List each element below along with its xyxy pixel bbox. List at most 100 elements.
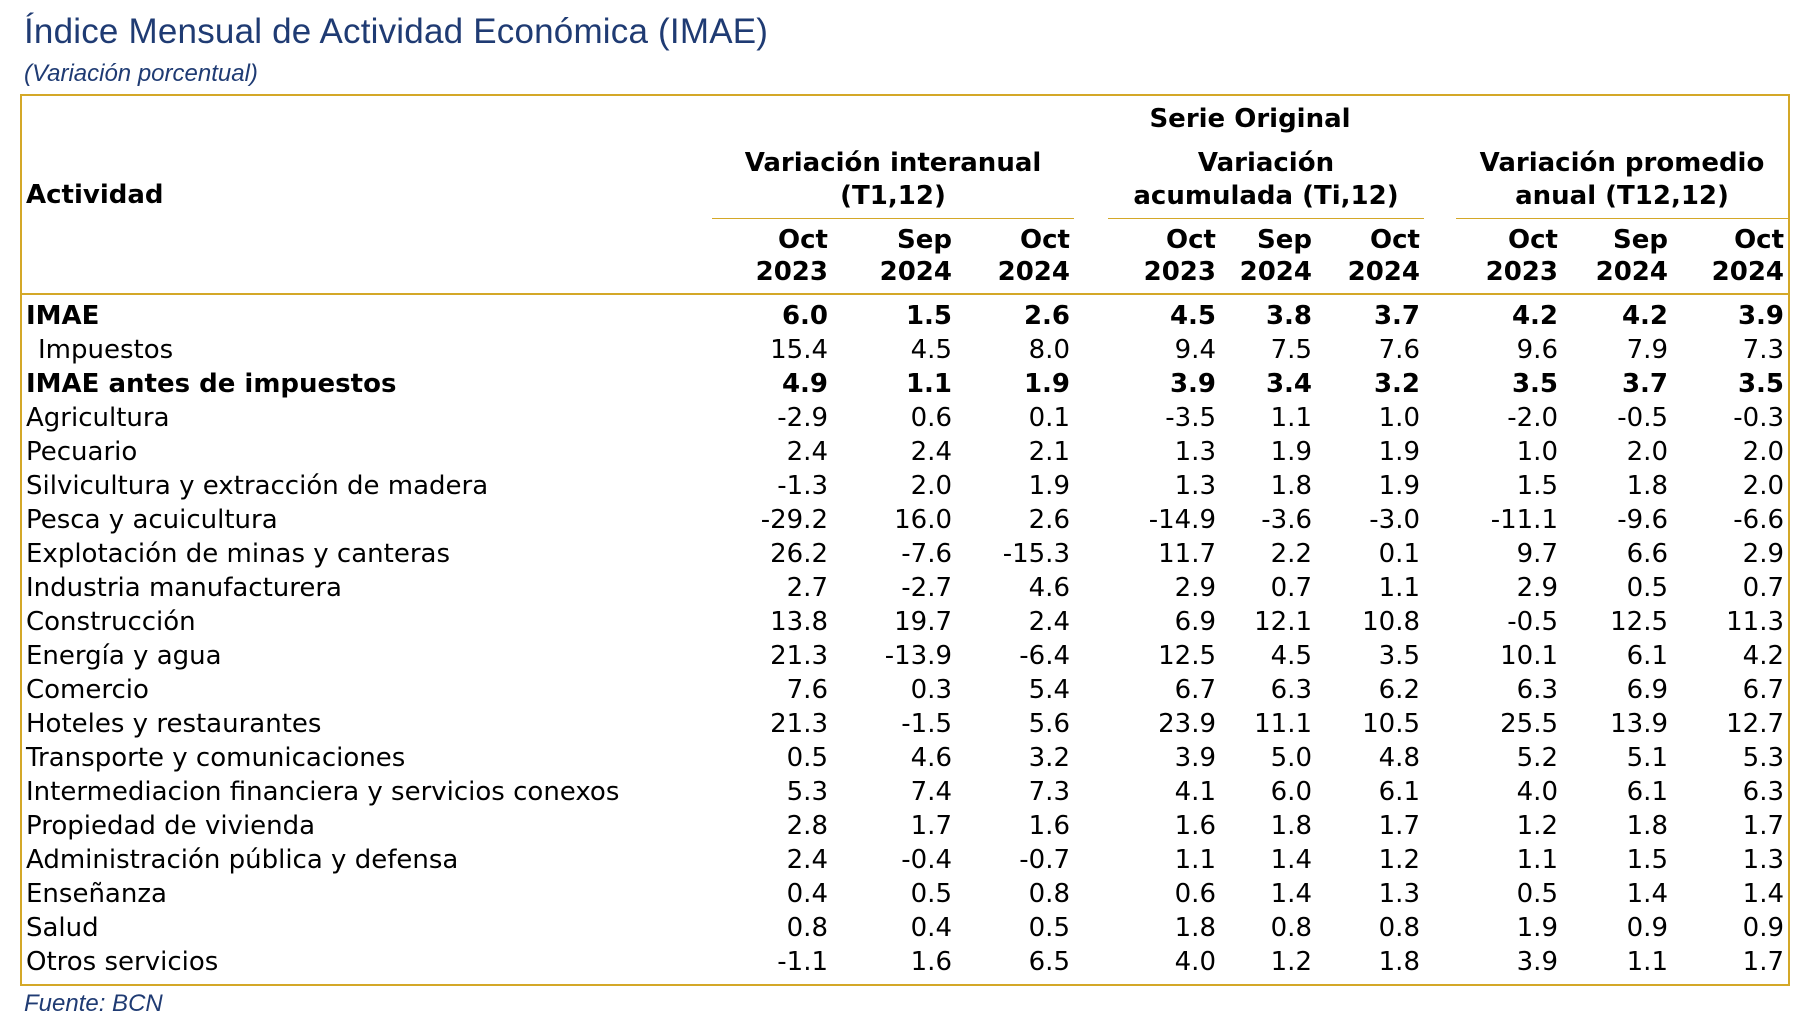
period-header: Sep 2024	[832, 218, 956, 295]
value-cell: 12.5	[1610, 607, 1668, 637]
row-label: Intermediacion financiera y servicios co…	[26, 777, 620, 807]
value-cell: 6.1	[1626, 777, 1668, 807]
cell-spacer	[1424, 333, 1456, 367]
cell-spacer	[1074, 537, 1108, 571]
cell-spacer	[1424, 741, 1456, 775]
value-cell: -3.0	[1369, 505, 1420, 535]
table-row: Propiedad de vivienda 2.8 1.7 1.6 1.6 1.8 1.7 1…	[22, 809, 1788, 843]
value-cell: 1.8	[1626, 811, 1668, 841]
value-cell: 1.8	[1378, 947, 1420, 977]
value-cell: 3.9	[1737, 301, 1785, 331]
value-cell: -3.5	[1165, 403, 1216, 433]
cell-spacer	[1424, 503, 1456, 537]
value-cell: 6.1	[1626, 641, 1668, 671]
value-cell: 6.0	[1270, 777, 1312, 807]
period-header: Oct 2024	[1672, 218, 1789, 295]
value-cell: -0.7	[1019, 845, 1070, 875]
period-header: Oct 2023	[712, 218, 832, 295]
value-cell: 4.5	[910, 335, 952, 365]
value-cell: 10.5	[1362, 709, 1420, 739]
period-month: Oct	[778, 225, 828, 255]
period-month: Sep	[897, 225, 952, 255]
group-header-line1: Variación promedio	[1479, 148, 1765, 178]
value-cell: 0.6	[1174, 879, 1216, 909]
period-month: Sep	[1613, 225, 1668, 255]
value-cell: 1.3	[1378, 879, 1420, 909]
value-cell: -1.1	[777, 947, 828, 977]
value-cell: 1.7	[910, 811, 952, 841]
value-cell: 0.4	[786, 879, 828, 909]
cell-spacer	[1424, 945, 1456, 979]
cell-spacer	[1074, 571, 1108, 605]
cell-spacer	[1424, 367, 1456, 401]
cell-spacer	[1424, 435, 1456, 469]
value-cell: 10.1	[1500, 641, 1558, 671]
value-cell: 3.9	[1174, 743, 1216, 773]
group-header-line2: (T1,12)	[840, 181, 946, 211]
row-label: Comercio	[26, 675, 149, 705]
value-cell: 1.8	[1270, 471, 1312, 501]
value-cell: 0.1	[1378, 539, 1420, 569]
period-year: 2024	[1239, 257, 1312, 287]
value-cell: 4.1	[1174, 777, 1216, 807]
value-cell: 21.3	[770, 641, 828, 671]
value-cell: 0.5	[1626, 573, 1668, 603]
value-cell: -13.9	[884, 641, 952, 671]
value-cell: -1.3	[777, 471, 828, 501]
imae-table: Actividad Serie Original Variación inter…	[22, 96, 1789, 979]
cell-spacer	[1074, 877, 1108, 911]
cell-spacer	[1074, 401, 1108, 435]
cell-spacer	[1424, 673, 1456, 707]
value-cell: 1.3	[1174, 437, 1216, 467]
value-cell: 12.5	[1158, 641, 1216, 671]
value-cell: 1.6	[1028, 811, 1070, 841]
value-cell: 1.1	[1270, 403, 1312, 433]
period-month: Oct	[1508, 225, 1558, 255]
value-cell: 1.8	[1626, 471, 1668, 501]
cell-spacer	[1424, 877, 1456, 911]
value-cell: 4.2	[1511, 301, 1558, 331]
table-row: Agricultura -2.9 0.6 0.1 -3.5 1.1 1.0 -2.0 -0.5 -…	[22, 401, 1788, 435]
value-cell: 6.0	[781, 301, 828, 331]
cell-spacer	[1074, 503, 1108, 537]
value-cell: 1.3	[1742, 845, 1785, 875]
value-cell: 5.6	[1028, 709, 1070, 739]
value-cell: 1.7	[1742, 947, 1785, 977]
value-cell: -0.3	[1733, 403, 1785, 433]
value-cell: 6.3	[1270, 675, 1312, 705]
value-cell: 1.1	[1174, 845, 1216, 875]
value-cell: 1.3	[1174, 471, 1216, 501]
row-label: Impuestos	[38, 335, 174, 365]
cell-spacer	[1424, 294, 1456, 333]
value-cell: -6.4	[1019, 641, 1070, 671]
cell-spacer	[1074, 294, 1108, 333]
value-cell: -9.6	[1617, 505, 1668, 535]
value-cell: 1.5	[1626, 845, 1668, 875]
value-cell: 0.7	[1742, 573, 1785, 603]
cell-spacer	[1424, 775, 1456, 809]
value-cell: 0.8	[1028, 879, 1070, 909]
value-cell: 1.5	[905, 301, 952, 331]
value-cell: 4.0	[1516, 777, 1558, 807]
value-cell: -14.9	[1148, 505, 1216, 535]
period-month: Sep	[1257, 225, 1312, 255]
value-cell: -0.4	[901, 845, 952, 875]
value-cell: -0.5	[1507, 607, 1558, 637]
value-cell: 2.6	[1028, 505, 1070, 535]
value-cell: 1.9	[1516, 913, 1558, 943]
value-cell: 1.2	[1516, 811, 1558, 841]
value-cell: -2.0	[1507, 403, 1558, 433]
table-row: Impuestos 15.4 4.5 8.0 9.4 7.5 7.6 9.6 7.9 7.3	[22, 333, 1788, 367]
row-label: Industria manufacturera	[26, 573, 342, 603]
cell-spacer	[1424, 401, 1456, 435]
value-cell: 0.3	[910, 675, 952, 705]
value-cell: 7.6	[1378, 335, 1420, 365]
value-cell: 2.9	[1516, 573, 1558, 603]
value-cell: 1.7	[1378, 811, 1420, 841]
cell-spacer	[1424, 605, 1456, 639]
value-cell: 4.2	[1621, 301, 1668, 331]
value-cell: -2.9	[777, 403, 828, 433]
period-header: Sep 2024	[1562, 218, 1672, 295]
cell-spacer	[1424, 843, 1456, 877]
value-cell: 0.5	[786, 743, 828, 773]
